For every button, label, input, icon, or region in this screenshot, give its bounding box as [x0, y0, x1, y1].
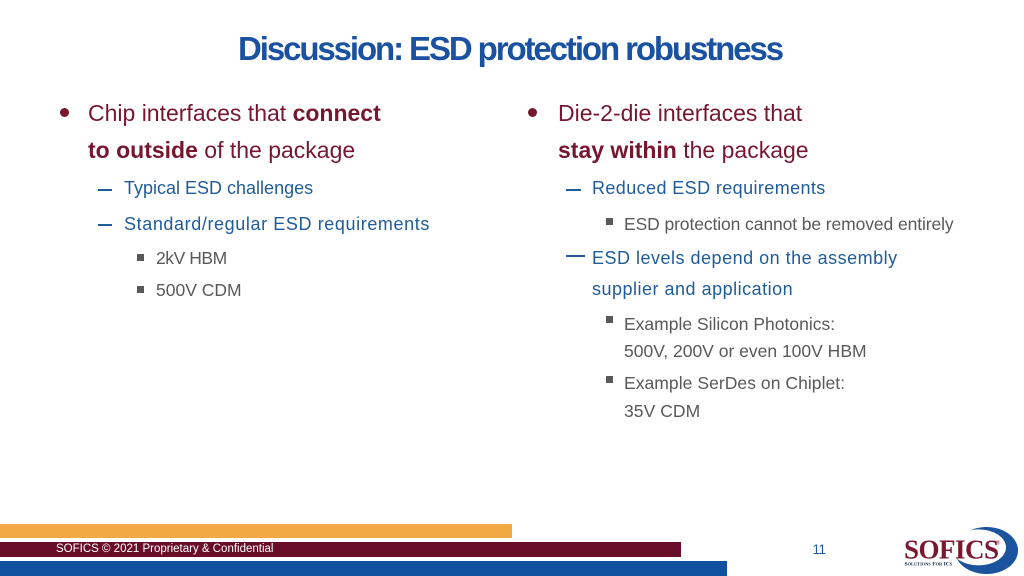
svg-text:®: ® [996, 540, 1001, 547]
svg-text:SOFICS: SOFICS [904, 535, 999, 565]
svg-text:SOLUTIONS FOR ICS: SOLUTIONS FOR ICS [905, 562, 953, 568]
